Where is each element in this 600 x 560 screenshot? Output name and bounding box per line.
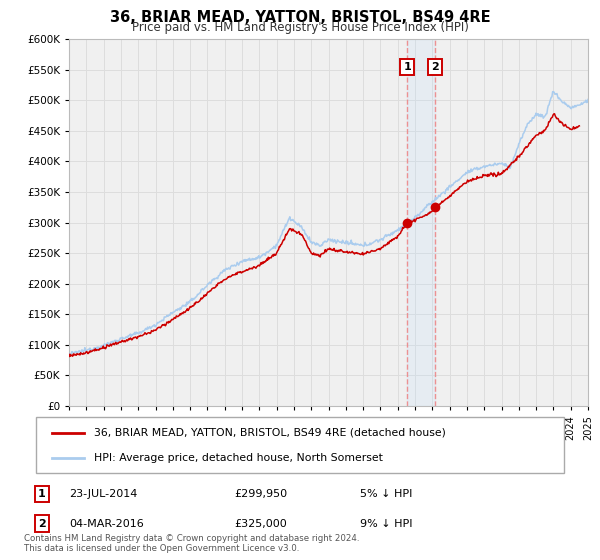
Text: 1: 1	[403, 62, 411, 72]
Text: This data is licensed under the Open Government Licence v3.0.: This data is licensed under the Open Gov…	[24, 544, 299, 553]
Bar	[407, 39, 435, 406]
Text: Contains HM Land Registry data © Crown copyright and database right 2024.: Contains HM Land Registry data © Crown c…	[24, 534, 359, 543]
FancyBboxPatch shape	[36, 417, 564, 473]
Text: 36, BRIAR MEAD, YATTON, BRISTOL, BS49 4RE: 36, BRIAR MEAD, YATTON, BRISTOL, BS49 4R…	[110, 10, 490, 25]
Text: 2: 2	[38, 519, 46, 529]
Text: 23-JUL-2014: 23-JUL-2014	[69, 489, 137, 499]
Text: 04-MAR-2016: 04-MAR-2016	[69, 519, 144, 529]
Text: £325,000: £325,000	[234, 519, 287, 529]
Text: 2: 2	[431, 62, 439, 72]
Text: HPI: Average price, detached house, North Somerset: HPI: Average price, detached house, Nort…	[94, 452, 383, 463]
Text: Price paid vs. HM Land Registry's House Price Index (HPI): Price paid vs. HM Land Registry's House …	[131, 21, 469, 34]
Text: 36, BRIAR MEAD, YATTON, BRISTOL, BS49 4RE (detached house): 36, BRIAR MEAD, YATTON, BRISTOL, BS49 4R…	[94, 428, 446, 438]
Text: 9% ↓ HPI: 9% ↓ HPI	[360, 519, 413, 529]
Text: 1: 1	[38, 489, 46, 499]
Text: £299,950: £299,950	[234, 489, 287, 499]
Text: 5% ↓ HPI: 5% ↓ HPI	[360, 489, 412, 499]
